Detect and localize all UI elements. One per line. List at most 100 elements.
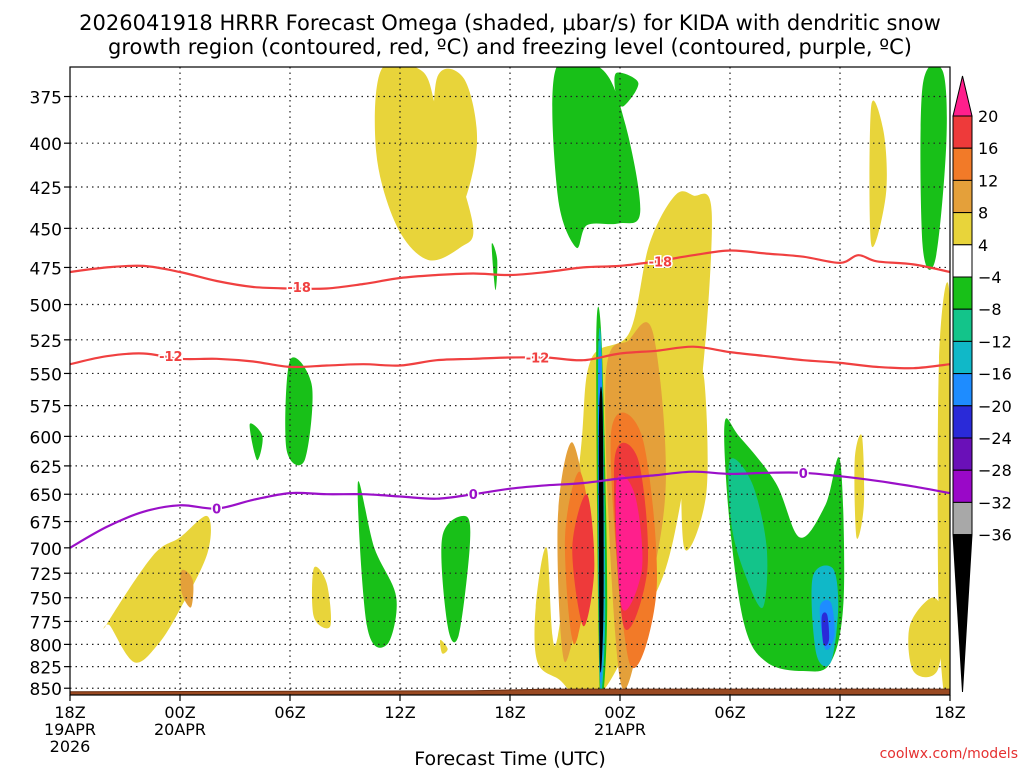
- contour-line: [70, 249, 950, 290]
- credit-text: coolwx.com/models: [880, 746, 1018, 762]
- omega-region: [821, 612, 830, 647]
- y-tick-label: 525: [30, 332, 62, 352]
- y-tick-label: 725: [30, 565, 62, 585]
- y-tick-label: 700: [30, 540, 62, 560]
- colorbar-segment: [952, 308, 973, 342]
- contour-line: [70, 470, 950, 549]
- colorbar-segment: [952, 501, 973, 536]
- omega-region: [441, 515, 471, 643]
- x-tick-label: 18Z: [54, 703, 85, 722]
- contour-line: [70, 345, 950, 370]
- contour-label: 0: [799, 467, 808, 482]
- omega-region: [598, 386, 604, 673]
- y-tick-label: 800: [30, 636, 62, 656]
- omega-region: [552, 67, 641, 249]
- omega-region: [920, 67, 947, 270]
- omega-region: [357, 481, 397, 648]
- contour-label: 0: [469, 488, 478, 503]
- omega-region: [103, 515, 211, 663]
- temperature-contours: -18 -12 -12 -18 0 0 0: [70, 249, 950, 549]
- colorbar-segment: [952, 75, 973, 117]
- colorbar-segment: [952, 405, 973, 439]
- y-tick-label: 675: [30, 514, 62, 534]
- colorbar-label: −28: [978, 461, 1012, 480]
- omega-region: [433, 68, 478, 214]
- omega-shaded-regions: [103, 67, 950, 695]
- colorbar-label: −8: [978, 300, 1002, 319]
- x-tick-label: 18Z: [494, 703, 525, 722]
- colorbar: 20 16 12 8 4 −4 −8 −12 −16 −20 −24 −28 −32 −36: [952, 75, 1012, 693]
- x-tick-label: 21APR: [594, 720, 646, 739]
- omega-region: [614, 72, 639, 107]
- x-tick-label: 06Z: [714, 703, 745, 722]
- contour-label: -12: [159, 350, 183, 365]
- colorbar-segment: [952, 534, 973, 693]
- omega-region: [285, 357, 313, 466]
- x-axis-label: Forecast Time (UTC): [414, 748, 605, 768]
- y-tick-label: 825: [30, 659, 62, 679]
- y-tick-label: 550: [30, 365, 62, 385]
- contour-label: -18: [287, 281, 311, 296]
- y-tick-label: 850: [30, 680, 62, 700]
- title-line-2: growth region (contoured, red, ºC) and f…: [108, 35, 912, 59]
- colorbar-label: 4: [978, 236, 988, 255]
- omega-region: [572, 493, 595, 627]
- omega-region: [440, 639, 448, 654]
- colorbar-segment: [952, 340, 973, 375]
- y-tick-label: 650: [30, 486, 62, 506]
- colorbar-segment: [952, 147, 973, 181]
- omega-region: [869, 100, 887, 248]
- colorbar-segment: [952, 244, 973, 278]
- colorbar-label: 12: [978, 171, 998, 190]
- x-tick-label: 06Z: [274, 703, 305, 722]
- x-tick-label: 18Z: [934, 703, 965, 722]
- x-tick-label: 12Z: [824, 703, 855, 722]
- omega-region: [615, 474, 643, 611]
- colorbar-label: 20: [978, 107, 998, 126]
- contour-label: -12: [526, 352, 550, 367]
- contour-label: -18: [649, 255, 673, 270]
- omega-region: [681, 363, 708, 551]
- colorbar-label: 16: [978, 139, 998, 158]
- colorbar-segment: [952, 179, 973, 214]
- colorbar-label: −32: [978, 493, 1012, 512]
- y-tick-label: 750: [30, 590, 62, 610]
- y-tick-label: 775: [30, 613, 62, 633]
- gridlines: [70, 67, 950, 695]
- y-tick-label: 625: [30, 458, 62, 478]
- colorbar-label: −4: [978, 268, 1002, 287]
- y-tick-label: 575: [30, 398, 62, 418]
- colorbar-label: −12: [978, 332, 1012, 351]
- x-tick-label: 2026: [50, 737, 91, 756]
- colorbar-segment: [952, 437, 973, 471]
- colorbar-segment: [952, 469, 973, 503]
- colorbar-segment: [952, 373, 973, 407]
- title-line-1: 2026041918 HRRR Forecast Omega (shaded, …: [79, 11, 941, 35]
- x-tick-label: 20APR: [154, 720, 206, 739]
- omega-region: [311, 566, 332, 629]
- colorbar-label: −24: [978, 429, 1012, 448]
- colorbar-label: −36: [978, 526, 1012, 545]
- omega-region: [491, 243, 498, 291]
- y-tick-label: 375: [30, 89, 62, 109]
- contour-label: 0: [212, 503, 221, 518]
- omega-region: [908, 597, 943, 678]
- colorbar-label: 8: [978, 204, 988, 223]
- y-tick-label: 600: [30, 428, 62, 448]
- y-tick-label: 475: [30, 259, 62, 279]
- omega-region: [249, 423, 263, 461]
- colorbar-segment: [952, 212, 973, 246]
- y-tick-label: 400: [30, 135, 62, 155]
- colorbar-label: −16: [978, 365, 1012, 384]
- x-tick-label: 00Z: [164, 703, 195, 722]
- x-tick-label: 19APR: [44, 720, 96, 739]
- omega-region: [180, 569, 194, 608]
- colorbar-segment: [952, 115, 973, 149]
- colorbar-segment: [952, 276, 973, 310]
- omega-region: [854, 434, 865, 539]
- axes: 375 400 425 450 475 500 525 550 575 600 625 650 675 7…: [30, 66, 966, 756]
- omega-region: [728, 458, 768, 609]
- omega-region: [374, 67, 474, 261]
- x-tick-label: 12Z: [384, 703, 415, 722]
